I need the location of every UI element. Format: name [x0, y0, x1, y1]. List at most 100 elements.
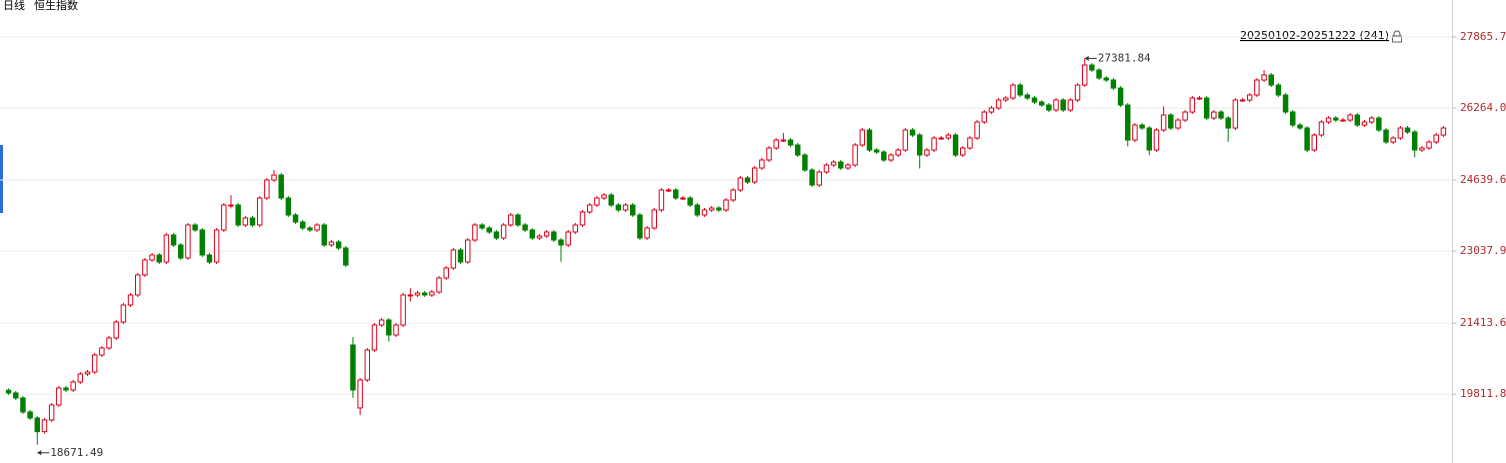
candle-body: [830, 161, 837, 166]
candle-body: [888, 154, 894, 161]
candle-body: [321, 224, 327, 246]
candle-body: [99, 347, 105, 356]
annotation-arrowhead: [37, 450, 42, 456]
candle-body: [1433, 134, 1439, 143]
candle-body: [630, 204, 636, 216]
candle-body: [421, 292, 428, 296]
candle-body: [1426, 141, 1432, 149]
candle-body: [91, 354, 98, 373]
candle-body: [1110, 79, 1117, 89]
candle-body: [1333, 117, 1339, 121]
candle-body: [1203, 97, 1210, 119]
candle-body: [1297, 124, 1303, 129]
candle-body: [457, 249, 464, 263]
candle-body: [1153, 129, 1160, 151]
candle-body: [694, 204, 701, 216]
candle-body: [988, 107, 995, 113]
candle-body: [730, 189, 736, 201]
candle-body: [823, 164, 830, 173]
candle-body: [156, 254, 162, 263]
candle-body: [443, 267, 449, 279]
candle-body: [565, 231, 571, 246]
candle-body: [41, 419, 48, 433]
candle-body: [773, 139, 779, 149]
candle-body: [1125, 104, 1131, 141]
candle-body: [945, 134, 952, 139]
candle-body: [1340, 119, 1346, 122]
candle-body: [1261, 74, 1267, 81]
candle-body: [637, 214, 643, 239]
y-tick-label: 23037.94: [1460, 244, 1506, 257]
candle-body: [981, 111, 987, 123]
range-label[interactable]: 20250102-20251222 (241): [1240, 29, 1389, 42]
candle-body: [1311, 134, 1318, 151]
candle-body: [737, 177, 744, 191]
candle-body: [881, 151, 887, 161]
candle-body: [1160, 114, 1167, 131]
candle-body: [1031, 97, 1038, 103]
candle-body: [134, 274, 141, 296]
candle-body: [199, 229, 206, 256]
candle-body: [759, 159, 765, 169]
candle-body: [1397, 127, 1404, 139]
y-tick-label: 24639.69: [1460, 173, 1506, 186]
candle-body: [292, 214, 299, 223]
candle-body: [522, 224, 528, 231]
candle-body: [938, 137, 944, 140]
candle-body: [27, 411, 33, 419]
candle-body: [328, 241, 335, 246]
annotation: 27381.84: [1098, 51, 1151, 64]
candle-body: [1081, 64, 1088, 86]
candle-body: [285, 197, 292, 216]
candle-body: [644, 227, 650, 239]
candle-body: [1189, 97, 1196, 113]
candle-body: [206, 254, 213, 263]
candle-body: [1275, 84, 1282, 96]
y-tick-label: 26264.00: [1460, 101, 1506, 114]
candle-body: [1089, 64, 1095, 71]
candle-body: [436, 277, 442, 293]
candle-body: [213, 229, 220, 263]
candle-body: [120, 304, 127, 323]
candle-body: [723, 199, 729, 211]
candle-body: [350, 344, 356, 391]
candle-body: [1225, 117, 1231, 129]
candle-body: [1182, 111, 1188, 121]
candle-body: [486, 227, 492, 233]
candle-body: [1368, 117, 1375, 123]
candle-body: [787, 139, 794, 146]
candle-body: [1419, 147, 1425, 151]
candle-body: [1325, 117, 1332, 123]
candle-body: [515, 214, 521, 226]
y-tick-label: 27865.75: [1460, 30, 1506, 43]
candle-body: [465, 239, 471, 263]
candle-body: [1196, 97, 1203, 100]
candle-body: [838, 161, 844, 169]
candle-body: [1067, 99, 1074, 111]
candle-body: [1404, 127, 1411, 133]
candle-body: [493, 231, 500, 239]
candle-body: [278, 174, 284, 199]
candle-body: [601, 194, 607, 199]
candle-body: [845, 164, 851, 169]
candle-body: [995, 99, 1002, 109]
candle-body: [766, 147, 772, 161]
candle-body: [859, 129, 866, 146]
candle-body: [680, 197, 686, 200]
candle-body: [802, 154, 808, 171]
candle-body: [400, 294, 406, 326]
candle-body: [615, 204, 622, 211]
y-tick-label: 19811.89: [1460, 387, 1506, 400]
candle-body: [924, 149, 930, 156]
lock-icon[interactable]: [1392, 30, 1402, 43]
candle-body: [1175, 119, 1181, 129]
candle-body: [952, 134, 959, 156]
candle-body: [1254, 79, 1260, 96]
candle-body: [1268, 74, 1274, 86]
candle-body: [658, 189, 665, 211]
candle-body: [113, 321, 119, 339]
candle-body: [1096, 69, 1102, 79]
candle-body: [1117, 87, 1124, 106]
candle-body: [264, 179, 270, 199]
